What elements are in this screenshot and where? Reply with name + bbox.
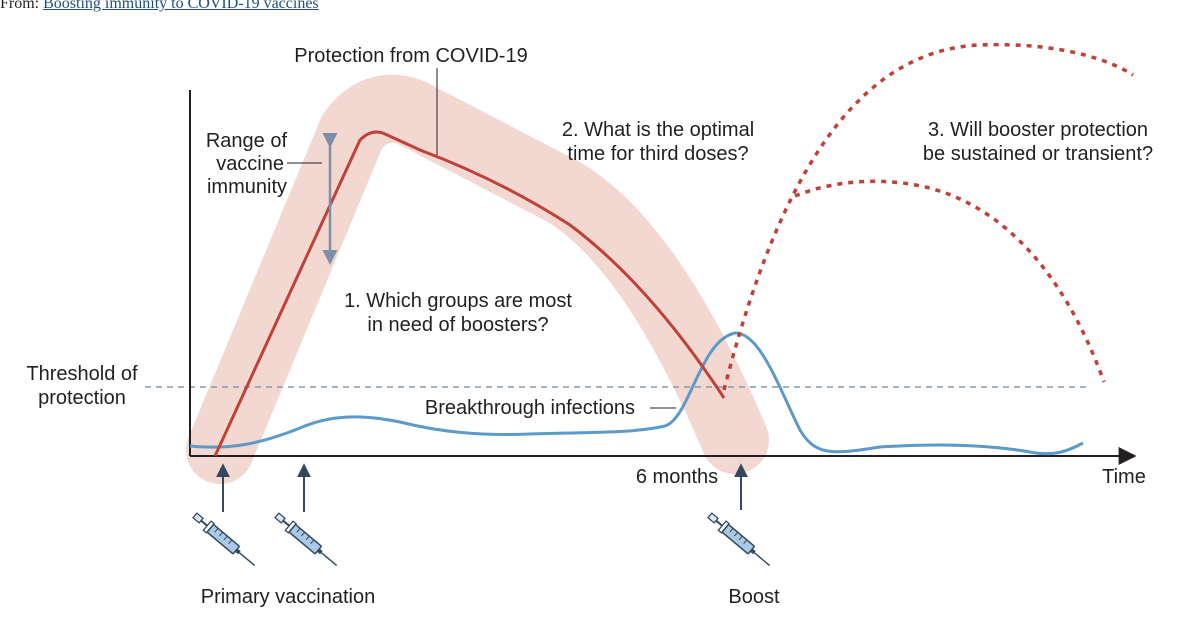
question-2-line2: time for third doses? [567, 143, 748, 165]
question-3-line2: be sustained or transient? [923, 143, 1153, 165]
threshold-label-line1: Threshold of [26, 363, 138, 385]
source-link[interactable]: Boosting immunity to COVID-19 vaccines [43, 0, 319, 12]
time-axis-label: Time [1102, 466, 1146, 488]
syringe-icon [192, 512, 256, 567]
question-1-line2: in need of boosters? [367, 314, 548, 336]
syringe-icon [707, 512, 771, 567]
question-1-line1: 1. Which groups are most [344, 290, 572, 312]
booster-sustained-curve [722, 42, 1134, 391]
question-3-line1: 3. Will booster protection [928, 119, 1148, 141]
question-2-line1: 2. What is the optimal [562, 119, 754, 141]
range-label-line2: vaccine [216, 153, 284, 175]
breakthrough-infection-curve [189, 331, 1084, 456]
protection-curve [213, 130, 726, 457]
primary-vaccination-label: Primary vaccination [201, 586, 376, 608]
range-label-line1: Range of [206, 130, 288, 152]
six-months-label: 6 months [636, 466, 718, 488]
source-line: From: Boosting immunity to COVID-19 vacc… [0, 0, 319, 13]
booster-transient-curve [794, 179, 1106, 383]
syringe-icon [274, 512, 338, 567]
threshold-label-line2: protection [38, 387, 126, 409]
vaccine-immunity-range-band [186, 74, 769, 484]
protection-label: Protection from COVID-19 [294, 45, 527, 67]
range-label-line3: immunity [207, 176, 287, 198]
from-label: From: [0, 0, 40, 12]
breakthrough-label: Breakthrough infections [425, 397, 635, 419]
boost-label: Boost [728, 586, 780, 608]
